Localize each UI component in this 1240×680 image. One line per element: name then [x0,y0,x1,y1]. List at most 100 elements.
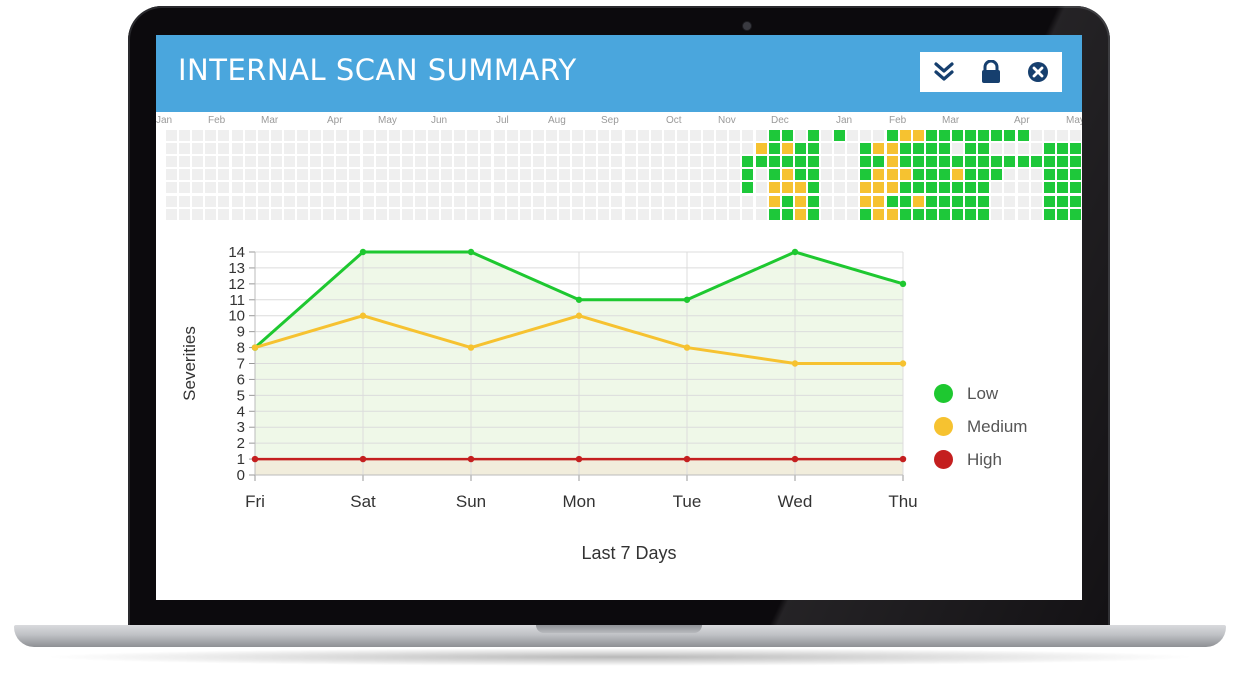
heatmap-cell-low [925,143,937,155]
heatmap-cell-empty [585,156,597,168]
heatmap-cell-empty [532,143,544,155]
heatmap-cell-low [886,195,898,207]
heatmap-cell-empty [336,169,348,181]
heatmap-cell-empty [428,169,439,181]
legend-label: High [967,449,1002,469]
heatmap-cell-empty [611,169,623,181]
heatmap-month-label: Apr [327,115,343,126]
heatmap-cell-empty [834,208,846,220]
heatmap-cell-empty [532,182,544,194]
heatmap-cell-empty [428,195,439,207]
heatmap-cell-empty [414,208,426,220]
heatmap-cell-empty [192,182,204,194]
heatmap-cell-low [781,156,793,168]
heatmap-cell-empty [506,156,518,168]
heatmap-cell-empty [545,195,557,207]
heatmap-cell-empty [257,208,269,220]
heatmap-cell-empty [218,143,230,155]
collapse-icon[interactable] [930,58,958,86]
heatmap-cell-low [912,208,924,220]
heatmap-cell-low [1056,143,1068,155]
heatmap-cell-empty [716,182,728,194]
heatmap-cell-empty [545,182,557,194]
legend-item-low[interactable]: Low [934,377,1027,410]
heatmap-cell-empty [703,195,715,207]
heatmap-cell-empty [1017,208,1029,220]
heatmap-cell-low [807,143,819,155]
heatmap-month-label: Nov [718,115,736,126]
heatmap-cell-empty [991,208,1003,220]
heatmap-cell-empty [532,208,544,220]
heatmap-cell-medium [768,182,780,194]
heatmap-cell-empty [598,169,610,181]
heatmap-month-label: Feb [889,115,907,126]
heatmap-month-label: Jan [836,115,853,126]
heatmap-cell-low [886,130,898,141]
heatmap-cell-empty [821,130,832,141]
heatmap-cell-empty [506,130,518,141]
heatmap-cell-low [952,156,963,168]
heatmap-cell-empty [847,182,859,194]
heatmap-cell-low [991,130,1003,141]
data-point-low [359,248,367,256]
heatmap-cell-low [1069,208,1081,220]
heatmap-cell-empty [467,143,479,155]
heatmap-cell-empty [559,143,570,155]
heatmap-cell-medium [873,169,885,181]
heatmap-cell-empty [991,143,1003,155]
legend-item-medium[interactable]: Medium [934,410,1027,443]
heatmap-cell-low [925,130,937,141]
heatmap-cell-empty [179,182,191,194]
heatmap-cell-empty [166,130,177,141]
heatmap-cell-empty [493,182,505,194]
close-icon[interactable] [1024,58,1052,86]
legend-item-high[interactable]: High [934,443,1027,476]
heatmap-cell-medium [768,195,780,207]
heatmap-cell-empty [755,182,767,194]
heatmap-cell-empty [532,130,544,141]
heatmap-cell-empty [716,208,728,220]
y-tick-label: 2 [237,435,245,452]
heatmap-cell-empty [1030,182,1042,194]
heatmap-cell-low [965,195,977,207]
heatmap-cell-empty [637,130,649,141]
heatmap-cell-empty [231,208,243,220]
heatmap-cell-empty [205,156,217,168]
heatmap-cell-empty [323,208,335,220]
heatmap-cell-low [768,130,780,141]
heatmap-cell-empty [336,208,348,220]
heatmap-cell-empty [1030,195,1042,207]
heatmap-cell-low [938,156,950,168]
heatmap-cell-low [1030,156,1042,168]
heatmap-cell-empty [192,156,204,168]
heatmap-cell-empty [388,130,400,141]
heatmap-cell-empty [611,208,623,220]
lock-icon[interactable] [977,58,1005,86]
heatmap-cell-empty [467,130,479,141]
heatmap-cell-empty [598,130,610,141]
heatmap-cell-low [938,195,950,207]
heatmap-cell-empty [834,169,846,181]
heatmap-cell-empty [205,130,217,141]
heatmap-cell-empty [519,182,531,194]
heatmap-cell-low [925,182,937,194]
heatmap-cell-empty [637,195,649,207]
heatmap-cell-low [1069,195,1081,207]
data-point-low [467,248,475,256]
heatmap-cell-low [952,182,963,194]
x-tick-label: Sun [456,492,486,511]
heatmap-cell-low [873,156,885,168]
heatmap-cell-empty [244,156,256,168]
heatmap-cell-empty [663,182,675,194]
heatmap-cell-empty [506,169,518,181]
heatmap-cell-empty [572,156,584,168]
heatmap-cell-empty [375,169,387,181]
heatmap-cell-empty [545,130,557,141]
legend-label: Medium [967,416,1028,436]
data-point-high [467,455,475,463]
heatmap-cell-empty [310,182,322,194]
heatmap-cell-empty [729,195,741,207]
heatmap-cell-empty [297,182,308,194]
heatmap-cell-empty [585,208,597,220]
heatmap-cell-empty [310,208,322,220]
